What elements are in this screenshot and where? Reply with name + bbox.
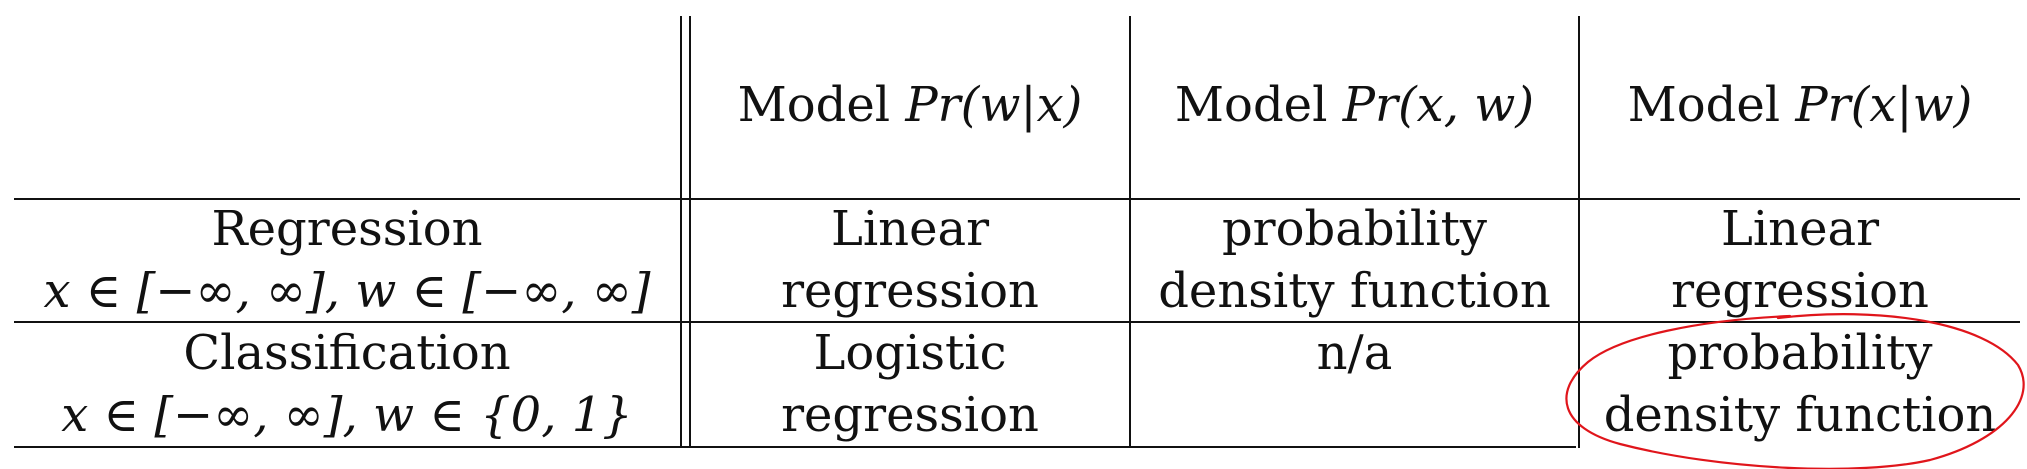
cell-line-1: n/a (1316, 325, 1393, 381)
regression-label-cell: Regression x ∈ [−∞, ∞], w ∈ [−∞, ∞] (14, 198, 680, 322)
cell-line-2: regression (781, 387, 1039, 443)
cell-line-1: Linear (830, 201, 990, 257)
column-rule-1 (1129, 16, 1131, 448)
cell-line-1: Logistic (813, 325, 1007, 381)
row-domain: x ∈ [−∞, ∞], w ∈ {0, 1} (61, 387, 633, 443)
cell-line-1: probability (1667, 325, 1933, 381)
header-model-joint: Model Pr(x, w) (1131, 74, 1578, 136)
cell-line-1: Linear (1720, 201, 1880, 257)
row-label: Classification (183, 325, 511, 381)
header-model-expression: Pr(w|x) (905, 77, 1083, 133)
header-model-expression: Pr(x|w) (1795, 77, 1973, 133)
header-model-label: Model (737, 77, 906, 133)
double-rule-right (689, 16, 691, 448)
classification-joint-cell: n/a (1131, 322, 1578, 384)
classification-pdf-cell: probability density function (1580, 322, 2020, 446)
classification-label-cell: Classification x ∈ [−∞, ∞], w ∈ {0, 1} (14, 322, 680, 446)
regression-posterior-cell: Linear regression (691, 198, 1129, 322)
regression-joint-cell: probability density function (1131, 198, 1578, 322)
header-model-expression: Pr(x, w) (1342, 77, 1535, 133)
header-model-label: Model (1627, 77, 1796, 133)
header-model-likelihood: Model Pr(x|w) (1580, 74, 2020, 136)
table-bottom-rule (14, 446, 1576, 448)
row-separator-rule (14, 321, 2020, 323)
column-rule-2 (1578, 16, 1580, 448)
double-rule-left (680, 16, 682, 448)
header-model-label: Model (1174, 77, 1343, 133)
cell-line-2: regression (781, 263, 1039, 319)
classification-posterior-cell: Logistic regression (691, 322, 1129, 446)
row-domain: x ∈ [−∞, ∞], w ∈ [−∞, ∞] (43, 263, 651, 319)
cell-line-2: density function (1158, 263, 1551, 319)
header-model-posterior: Model Pr(w|x) (691, 74, 1129, 136)
header-bottom-rule (14, 198, 2020, 200)
regression-likelihood-cell: Linear regression (1580, 198, 2020, 322)
cell-line-2: density function (1603, 387, 1997, 443)
cell-line-2: regression (1671, 263, 1929, 319)
cell-line-1: probability (1221, 201, 1488, 257)
row-label: Regression (211, 201, 483, 257)
